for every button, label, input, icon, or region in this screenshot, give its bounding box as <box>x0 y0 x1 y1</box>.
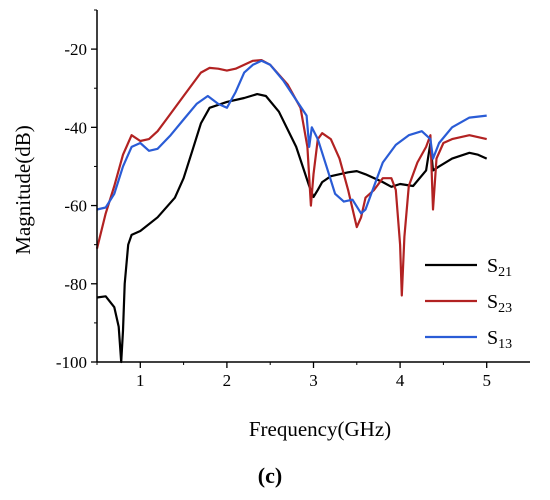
x-tick-label: 4 <box>396 371 405 390</box>
panel-label: (c) <box>258 463 282 488</box>
y-axis-title: Magnitude(dB) <box>11 125 35 254</box>
x-axis-title: Frequency(GHz) <box>249 417 391 441</box>
legend-label-s23: S23 <box>487 291 512 316</box>
y-tick-label: -80 <box>64 275 87 294</box>
x-tick-label: 1 <box>136 371 145 390</box>
plot-series-group <box>95 58 488 364</box>
y-tick-label: -20 <box>64 40 87 59</box>
series-line-s13 <box>96 59 487 215</box>
series-line-s21 <box>96 92 488 364</box>
legend-label-s21: S21 <box>487 255 512 280</box>
x-tick-label: 5 <box>482 371 491 390</box>
axis-ticks-group: 1 2 3 4 5 -100 -80 -60 -40 -20 <box>56 9 491 390</box>
x-tick-label: 2 <box>223 371 232 390</box>
y-tick-label: -40 <box>64 118 87 137</box>
y-tick-label: -60 <box>64 197 87 216</box>
x-tick-label: 3 <box>309 371 318 390</box>
series-line-s23 <box>95 58 487 297</box>
legend: S21 S23 S13 <box>425 255 512 352</box>
legend-label-s13: S13 <box>487 327 512 352</box>
y-tick-label: -100 <box>56 353 87 372</box>
